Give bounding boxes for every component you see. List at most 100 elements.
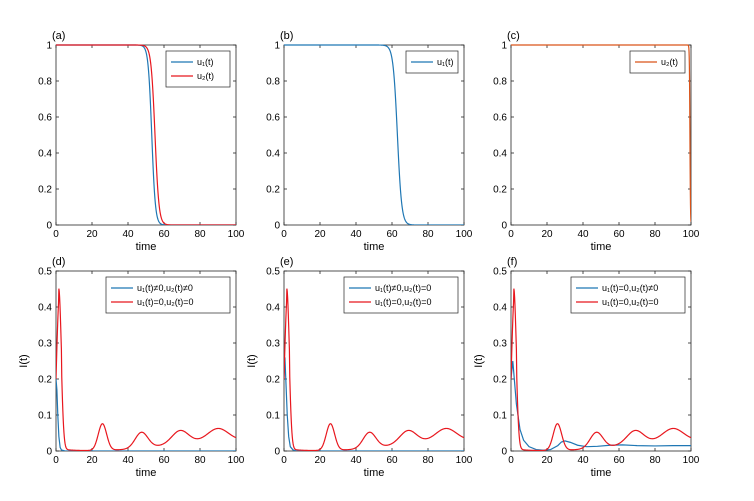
y-tick-label: 0.3: [266, 339, 280, 350]
y-tick-label: 0.4: [38, 303, 52, 314]
panel-label: (b): [280, 30, 293, 42]
x-tick-label: 100: [456, 229, 473, 240]
x-tick-label: 60: [386, 455, 398, 466]
x-tick-label: 0: [53, 455, 59, 466]
x-tick-label: 100: [683, 229, 700, 240]
y-tick-label: 0: [274, 447, 280, 458]
panel-f: 0 20 40 60 80 100 0 0.1 0.2 0.3 0.4 0.5 time I(t) (f) u…: [473, 256, 700, 479]
legend-entry: u₂(t): [197, 71, 214, 81]
x-tick-label: 40: [122, 455, 134, 466]
y-tick-label: 0.1: [38, 411, 52, 422]
y-tick-label: 0.6: [493, 113, 507, 124]
y-tick-label: 0.4: [493, 149, 507, 160]
y-tick-label: 0.2: [38, 185, 52, 196]
legend-entry: u₁(t)=0,u₂(t)=0: [137, 297, 194, 307]
panel-label: (d): [52, 256, 65, 268]
x-axis-label: time: [364, 467, 385, 479]
legend-entry: u₁(t)≠0,u₂(t)=0: [375, 283, 431, 293]
legend: u₁(t)=0,u₂(t)≠0 u₁(t)=0,u₂(t)=0: [570, 276, 686, 314]
y-tick-label: 0.1: [493, 411, 507, 422]
y-tick-label: 0: [501, 447, 507, 458]
y-axis-label: I(t): [18, 354, 30, 367]
y-tick-label: 0: [501, 221, 507, 232]
x-tick-label: 40: [577, 229, 589, 240]
legend-entry: u₁(t)≠0,u₂(t)≠0: [137, 283, 193, 293]
y-tick-label: 0.6: [38, 113, 52, 124]
x-tick-label: 100: [683, 455, 700, 466]
x-tick-label: 80: [194, 455, 206, 466]
y-tick-label: 0.4: [38, 149, 52, 160]
y-tick-label: 0.1: [266, 411, 280, 422]
y-tick-label: 0.4: [266, 303, 280, 314]
series-line-none: [511, 288, 691, 451]
panel-label: (c): [507, 30, 520, 42]
y-axis-label: I(t): [246, 354, 258, 367]
panel-c: 0 20 40 60 80 100 0 0.2 0.4 0.6 0.8 1 time (c) u₂(t): [493, 30, 700, 253]
x-tick-label: 60: [613, 229, 625, 240]
axes-box: [510, 44, 692, 226]
y-tick-label: 0.8: [493, 77, 507, 88]
x-tick-label: 100: [228, 229, 245, 240]
x-tick-label: 60: [613, 455, 625, 466]
y-tick-label: 0.2: [493, 185, 507, 196]
legend-entry: u₁(t)=0,u₂(t)=0: [602, 297, 659, 307]
legend: u₂(t): [629, 50, 686, 74]
y-tick-label: 1: [274, 41, 280, 52]
legend: u₁(t)≠0,u₂(t)≠0 u₁(t)=0,u₂(t)=0: [105, 276, 231, 314]
panel-label: (a): [52, 30, 65, 42]
x-tick-label: 80: [422, 229, 434, 240]
legend-box: [570, 276, 686, 314]
x-tick-label: 80: [194, 229, 206, 240]
x-tick-label: 40: [122, 229, 134, 240]
x-tick-label: 80: [649, 229, 661, 240]
x-tick-label: 40: [350, 229, 362, 240]
y-tick-label: 0.4: [493, 303, 507, 314]
y-tick-label: 0: [274, 221, 280, 232]
axes-box: [283, 44, 465, 226]
legend-box: [343, 276, 459, 314]
panel-d: 0 20 40 60 80 100 0 0.1 0.2 0.3 0.4 0.5 time I(t) (d) u…: [18, 256, 245, 479]
x-tick-label: 0: [508, 455, 514, 466]
series-line-none: [284, 288, 464, 451]
x-tick-label: 0: [53, 229, 59, 240]
y-tick-label: 0.2: [266, 375, 280, 386]
y-tick-label: 0.8: [38, 77, 52, 88]
legend-entry: u₁(t): [437, 57, 454, 67]
x-tick-label: 0: [508, 229, 514, 240]
series-line-u1: [284, 44, 464, 225]
legend-box: [629, 50, 686, 74]
y-tick-label: 0.2: [266, 185, 280, 196]
x-axis-label: time: [364, 241, 385, 253]
panel-e: 0 20 40 60 80 100 0 0.1 0.2 0.3 0.4 0.5 time I(t) (e) u…: [246, 256, 473, 479]
x-axis-label: time: [136, 241, 157, 253]
y-tick-label: 0.3: [493, 339, 507, 350]
panel-label: (e): [280, 256, 293, 268]
x-axis-label: time: [591, 467, 612, 479]
x-tick-label: 80: [422, 455, 434, 466]
y-axis-label: I(t): [473, 354, 485, 367]
x-tick-label: 60: [386, 229, 398, 240]
x-tick-label: 80: [649, 455, 661, 466]
legend: u₁(t) u₂(t): [165, 50, 231, 88]
panel-a: 0 20 40 60 80 100 0 0.2 0.4 0.6 0.8 1 time (a) u₁(t) u₂…: [38, 30, 245, 253]
y-tick-label: 1: [46, 41, 52, 52]
y-tick-label: 0.3: [38, 339, 52, 350]
x-axis-label: time: [136, 467, 157, 479]
x-tick-label: 20: [541, 455, 553, 466]
x-tick-label: 100: [456, 455, 473, 466]
legend-entry: u₁(t)=0,u₂(t)=0: [375, 297, 432, 307]
x-tick-label: 40: [577, 455, 589, 466]
y-tick-label: 0.8: [266, 77, 280, 88]
legend-entry: u₁(t): [197, 57, 214, 67]
x-tick-label: 20: [541, 229, 553, 240]
y-tick-label: 0.5: [493, 267, 507, 278]
y-tick-label: 0: [46, 221, 52, 232]
x-tick-label: 20: [314, 229, 326, 240]
y-tick-label: 1: [501, 41, 507, 52]
x-tick-label: 60: [158, 455, 170, 466]
x-tick-label: 100: [228, 455, 245, 466]
series-line-none: [56, 288, 236, 451]
y-tick-label: 0.2: [493, 375, 507, 386]
y-tick-label: 0.4: [266, 149, 280, 160]
